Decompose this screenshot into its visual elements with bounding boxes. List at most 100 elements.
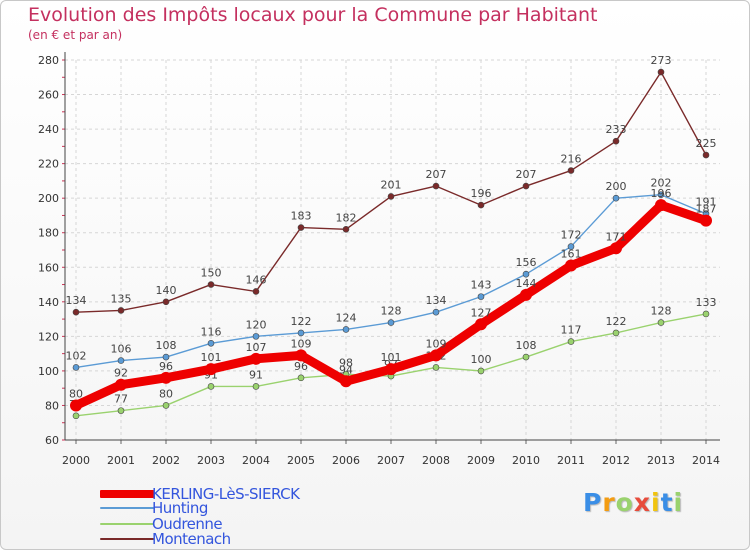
legend-label: Oudrenne — [152, 515, 223, 533]
data-label-montenach: 146 — [246, 273, 267, 286]
data-label-hunting: 156 — [516, 256, 537, 269]
data-label-oudrenne: 108 — [516, 339, 537, 352]
data-label-kerling-l-s-sierck: 144 — [516, 277, 537, 290]
data-label-hunting: 191 — [696, 196, 717, 209]
data-point-kerling-l-s-sierck — [295, 349, 307, 362]
data-label-kerling-l-s-sierck: 94 — [339, 363, 353, 376]
data-label-hunting: 200 — [606, 180, 627, 193]
data-label-kerling-l-s-sierck: 80 — [69, 387, 83, 400]
data-point-oudrenne — [522, 353, 530, 361]
data-point-montenach — [702, 151, 710, 159]
data-label-hunting: 124 — [336, 311, 357, 324]
data-point-hunting — [72, 364, 80, 371]
data-label-montenach: 273 — [651, 54, 672, 67]
data-label-oudrenne: 117 — [561, 324, 582, 337]
data-label-kerling-l-s-sierck: 101 — [381, 351, 402, 364]
legend-swatch — [100, 507, 154, 509]
data-point-kerling-l-s-sierck — [610, 242, 622, 255]
data-label-hunting: 172 — [561, 229, 582, 242]
data-label-oudrenne: 96 — [294, 360, 308, 373]
data-point-hunting — [432, 308, 440, 316]
logo-letter: o — [615, 488, 634, 517]
data-point-kerling-l-s-sierck — [520, 288, 532, 301]
data-label-kerling-l-s-sierck: 96 — [159, 360, 173, 373]
data-point-oudrenne — [252, 383, 260, 390]
data-point-kerling-l-s-sierck — [385, 363, 397, 376]
y-tick-label: 160 — [38, 261, 59, 274]
data-point-montenach — [657, 68, 665, 76]
data-point-montenach — [342, 225, 350, 233]
y-tick-label: 240 — [38, 123, 59, 136]
data-label-montenach: 150 — [201, 267, 222, 280]
data-point-kerling-l-s-sierck — [70, 399, 82, 412]
data-point-oudrenne — [477, 367, 485, 375]
data-point-montenach — [117, 307, 125, 314]
data-label-montenach: 183 — [291, 210, 312, 223]
y-tick-label: 180 — [38, 227, 59, 240]
data-point-oudrenne — [567, 338, 575, 345]
data-label-montenach: 182 — [336, 211, 357, 224]
legend-swatch — [100, 523, 154, 525]
logo-letter: r — [602, 488, 616, 517]
x-tick-label: 2012 — [602, 454, 630, 467]
data-point-hunting — [477, 293, 485, 300]
x-tick-label: 2011 — [557, 454, 585, 467]
data-label-montenach: 207 — [516, 168, 537, 181]
data-point-montenach — [297, 224, 305, 231]
data-label-kerling-l-s-sierck: 109 — [426, 337, 447, 350]
data-label-hunting: 102 — [66, 349, 87, 362]
data-point-hunting — [252, 333, 260, 340]
legend-item-montenach: Montenach — [100, 530, 231, 548]
chart-subtitle: (en € et par an) — [28, 28, 123, 42]
x-tick-label: 2014 — [692, 454, 720, 467]
x-tick-label: 2001 — [107, 454, 135, 467]
data-point-montenach — [72, 308, 80, 316]
data-point-hunting — [342, 326, 350, 333]
proxiti-logo: Proxiti — [583, 488, 683, 517]
data-label-hunting: 128 — [381, 305, 402, 318]
data-label-hunting: 134 — [426, 294, 447, 307]
y-tick-label: 140 — [38, 296, 59, 309]
data-label-montenach: 207 — [426, 168, 447, 181]
chart-title: Evolution des Impôts locaux pour la Comm… — [28, 4, 598, 26]
data-point-hunting — [207, 339, 215, 347]
x-tick-label: 2000 — [62, 454, 90, 467]
data-point-kerling-l-s-sierck — [565, 259, 577, 272]
data-point-oudrenne — [432, 364, 440, 371]
logo-letter: P — [583, 488, 603, 517]
data-point-oudrenne — [612, 329, 620, 337]
logo-letter: x — [633, 488, 651, 517]
data-point-hunting — [387, 319, 395, 326]
data-label-montenach: 201 — [381, 178, 402, 191]
data-label-kerling-l-s-sierck: 127 — [471, 306, 492, 319]
data-point-montenach — [207, 281, 215, 288]
data-point-montenach — [387, 193, 395, 200]
legend-swatch — [100, 490, 154, 498]
data-point-kerling-l-s-sierck — [655, 199, 667, 212]
data-label-montenach: 135 — [111, 292, 132, 305]
data-point-oudrenne — [657, 319, 665, 326]
y-tick-label: 200 — [38, 192, 59, 205]
x-tick-label: 2002 — [152, 454, 180, 467]
data-point-kerling-l-s-sierck — [475, 318, 487, 331]
legend-item-hunting: Hunting — [100, 499, 208, 517]
data-label-hunting: 120 — [246, 318, 267, 331]
logo-letter: i — [673, 488, 684, 517]
y-tick-label: 220 — [38, 158, 59, 171]
data-point-hunting — [117, 357, 125, 364]
data-label-hunting: 143 — [471, 279, 492, 292]
data-point-oudrenne — [117, 407, 125, 414]
y-tick-label: 100 — [38, 365, 59, 378]
data-label-oudrenne: 98 — [339, 356, 353, 369]
x-tick-label: 2009 — [467, 454, 495, 467]
y-tick-label: 80 — [45, 399, 59, 412]
data-label-kerling-l-s-sierck: 101 — [201, 351, 222, 364]
data-label-oudrenne: 80 — [159, 387, 173, 400]
data-point-kerling-l-s-sierck — [205, 363, 217, 376]
data-point-montenach — [162, 298, 170, 306]
data-label-hunting: 116 — [201, 325, 222, 338]
data-label-hunting: 202 — [651, 177, 672, 190]
y-tick-label: 120 — [38, 330, 59, 343]
